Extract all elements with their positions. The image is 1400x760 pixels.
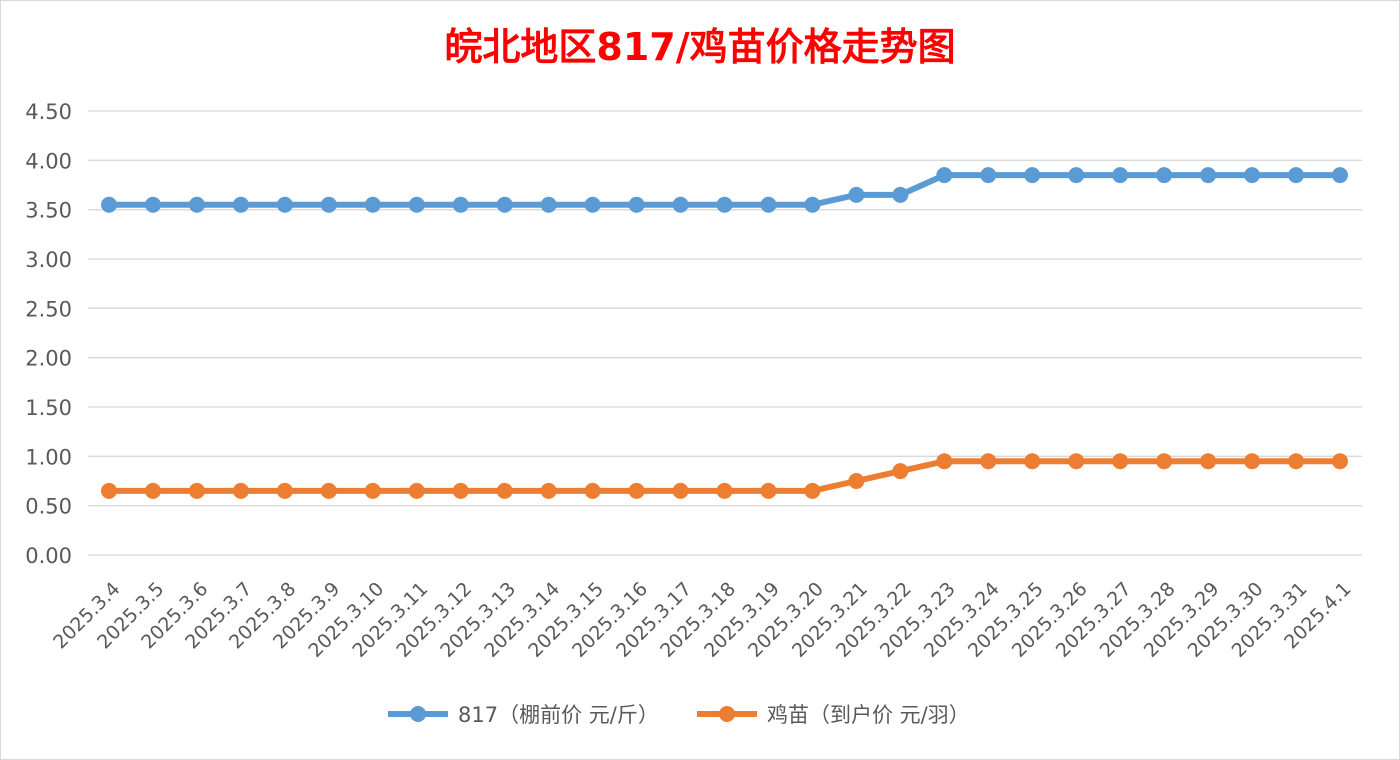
- data-point: [1112, 453, 1129, 470]
- y-tick-label: 4.50: [25, 100, 72, 124]
- y-tick-label: 1.00: [25, 445, 72, 469]
- data-point: [276, 482, 293, 499]
- data-point: [980, 453, 997, 470]
- data-point: [408, 196, 425, 213]
- data-point: [1244, 453, 1261, 470]
- legend-item: 817（棚前价 元/斤）: [388, 703, 659, 727]
- data-point: [892, 463, 909, 480]
- data-point: [1024, 453, 1041, 470]
- y-axis-tick-labels: 0.00 0.50 1.00 1.50 2.00 2.50 3.00 3.50 4.00 4.50: [25, 100, 72, 568]
- data-point: [232, 482, 249, 499]
- data-point: [1288, 167, 1305, 184]
- data-point: [1068, 167, 1085, 184]
- data-point: [144, 196, 161, 213]
- data-point: [1112, 167, 1129, 184]
- y-tick-label: 0.50: [25, 495, 72, 519]
- data-point: [1200, 167, 1217, 184]
- data-point: [452, 196, 469, 213]
- data-point: [144, 482, 161, 499]
- data-point: [936, 167, 953, 184]
- data-point: [496, 196, 513, 213]
- data-point: [1332, 453, 1348, 470]
- legend-swatch-marker: [719, 706, 735, 722]
- legend-label: 鸡苗（到户价 元/羽）: [767, 703, 970, 727]
- data-point: [716, 196, 733, 213]
- legend-item: 鸡苗（到户价 元/羽）: [697, 703, 970, 727]
- data-point: [540, 196, 557, 213]
- legend-label: 817（棚前价 元/斤）: [458, 703, 659, 727]
- data-point: [848, 186, 865, 203]
- series-1: [101, 167, 1348, 213]
- series-2: [101, 453, 1348, 499]
- data-point: [584, 482, 601, 499]
- data-point: [408, 482, 425, 499]
- data-point: [101, 482, 117, 499]
- gridlines: [88, 110, 1362, 556]
- y-tick-label: 2.00: [25, 347, 72, 371]
- data-point: [1288, 453, 1305, 470]
- y-tick-label: 3.00: [25, 248, 72, 272]
- data-point: [1332, 167, 1348, 184]
- data-point: [804, 196, 821, 213]
- data-point: [848, 473, 865, 489]
- data-point: [1024, 167, 1041, 184]
- y-tick-label: 1.50: [25, 396, 72, 420]
- data-point: [320, 482, 337, 499]
- data-point: [540, 482, 557, 499]
- data-point: [980, 167, 997, 184]
- data-point: [628, 482, 645, 499]
- data-point: [672, 196, 689, 213]
- data-point: [672, 482, 689, 499]
- data-point: [364, 482, 381, 499]
- data-point: [320, 196, 337, 213]
- data-point: [1156, 453, 1173, 470]
- data-point: [628, 196, 645, 213]
- data-point: [452, 482, 469, 499]
- data-point: [936, 453, 953, 470]
- chart-title: 皖北地区817/鸡苗价格走势图: [444, 25, 955, 69]
- data-point: [188, 196, 205, 213]
- data-point: [276, 196, 293, 213]
- y-tick-label: 2.50: [25, 297, 72, 321]
- data-point: [716, 482, 733, 499]
- data-point: [232, 196, 249, 213]
- data-point: [804, 482, 821, 499]
- data-point: [496, 482, 513, 499]
- data-point: [1200, 453, 1217, 470]
- data-point: [1068, 453, 1085, 470]
- series-lines: [101, 167, 1348, 499]
- data-point: [188, 482, 205, 499]
- y-tick-label: 0.00: [25, 544, 72, 568]
- y-tick-label: 3.50: [25, 199, 72, 223]
- data-point: [1244, 167, 1261, 184]
- data-point: [584, 196, 601, 213]
- y-tick-label: 4.00: [25, 149, 72, 173]
- data-point: [760, 482, 777, 499]
- data-point: [101, 196, 117, 213]
- data-point: [364, 196, 381, 213]
- legend: 817（棚前价 元/斤） 鸡苗（到户价 元/羽）: [388, 703, 970, 727]
- data-point: [892, 186, 909, 203]
- data-point: [1156, 167, 1173, 184]
- data-point: [760, 196, 777, 213]
- legend-swatch-marker: [410, 706, 426, 722]
